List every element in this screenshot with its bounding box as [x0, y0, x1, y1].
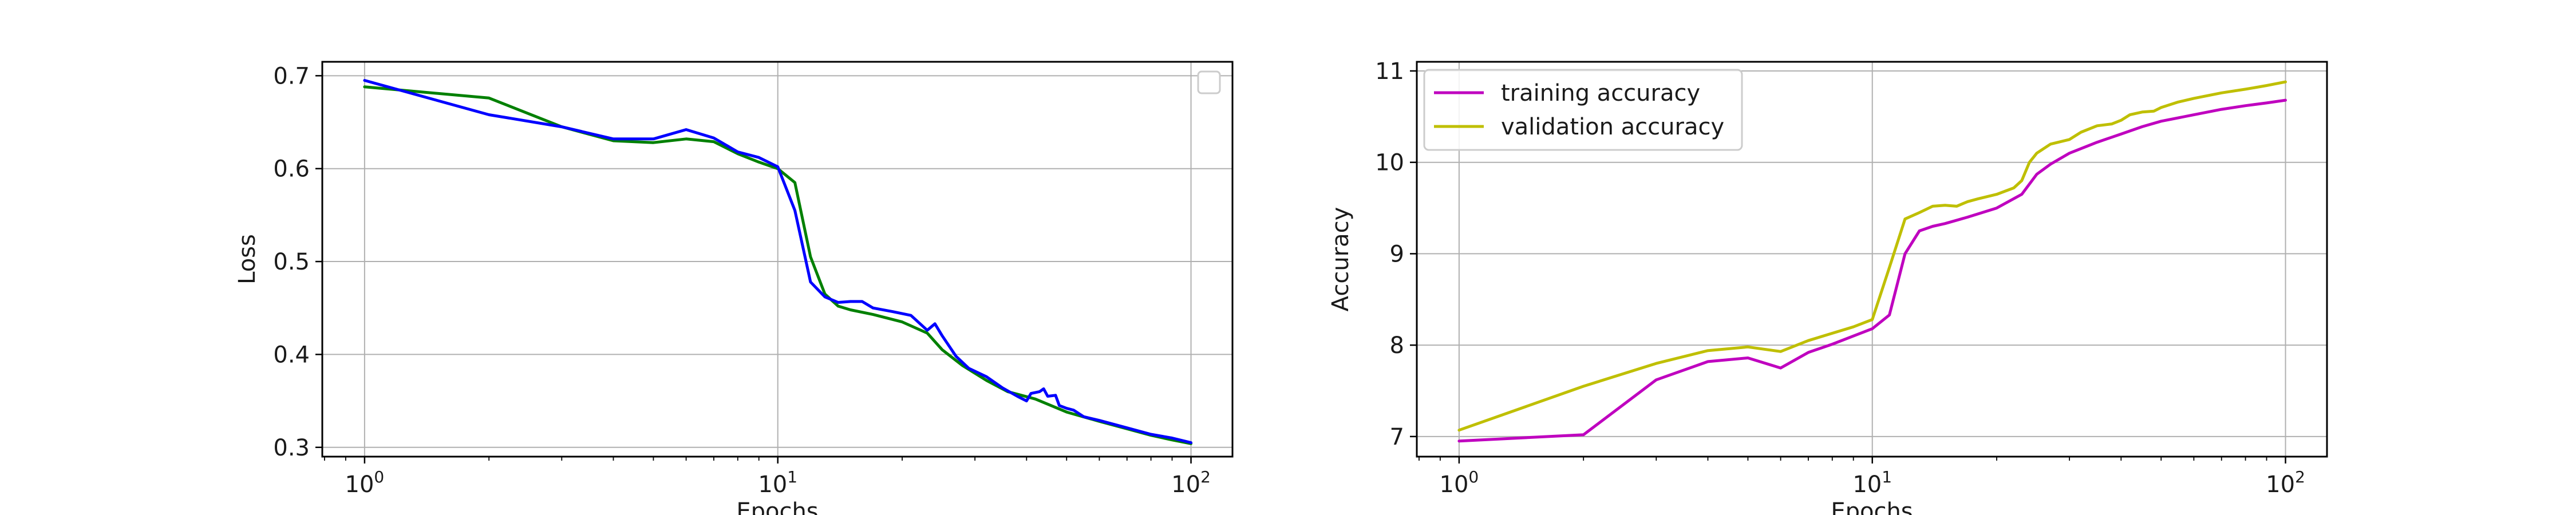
loss-legend-box [1197, 70, 1221, 94]
accuracy-y-ticks: 7 8 9 10 11 [1375, 58, 1417, 450]
accuracy-y-tick-label: 7 [1390, 424, 1404, 450]
accuracy-x-axis-label: Epochs [1831, 498, 1913, 515]
loss-y-tick-label: 0.3 [273, 435, 310, 461]
accuracy-training-accuracy-line [1457, 98, 2287, 443]
accuracy-y-tick-label: 10 [1375, 150, 1404, 176]
loss-subplot: 100 101 102 0.30.40.50.60.7 Epochs Loss [234, 61, 1234, 515]
loss-series-group [363, 79, 1192, 445]
loss-y-tick-label: 0.4 [273, 342, 310, 368]
accuracy-y-tick-label: 8 [1390, 332, 1404, 359]
loss-x-axis-label: Epochs [736, 498, 818, 515]
accuracy-y-axis-label: Accuracy [1327, 207, 1354, 312]
loss-y-tick-label: 0.5 [273, 249, 310, 275]
loss-series-1-line [363, 85, 1192, 445]
loss-y-tick-label: 0.6 [273, 156, 310, 183]
accuracy-y-tick-label: 9 [1390, 241, 1404, 267]
accuracy-y-tick-label: 11 [1375, 58, 1404, 85]
loss-series-2-line [363, 79, 1192, 445]
loss-legend [1197, 70, 1221, 94]
loss-y-ticks: 0.3 0.4 0.5 0.6 0.7 [273, 63, 322, 461]
accuracy-x-tick-label: 102 [2266, 468, 2305, 498]
accuracy-legend: training accuracy validation accuracy [1423, 69, 1743, 151]
accuracy-series-group [1457, 80, 2287, 443]
accuracy-legend-box [1423, 69, 1743, 151]
loss-y-tick-label: 0.7 [273, 63, 310, 89]
accuracy-validation-accuracy-line [1457, 80, 2287, 432]
legend-label-validation-accuracy: validation accuracy [1501, 114, 1724, 140]
loss-y-axis-label: Loss [234, 234, 260, 284]
legend-label-training-accuracy: training accuracy [1501, 80, 1700, 106]
